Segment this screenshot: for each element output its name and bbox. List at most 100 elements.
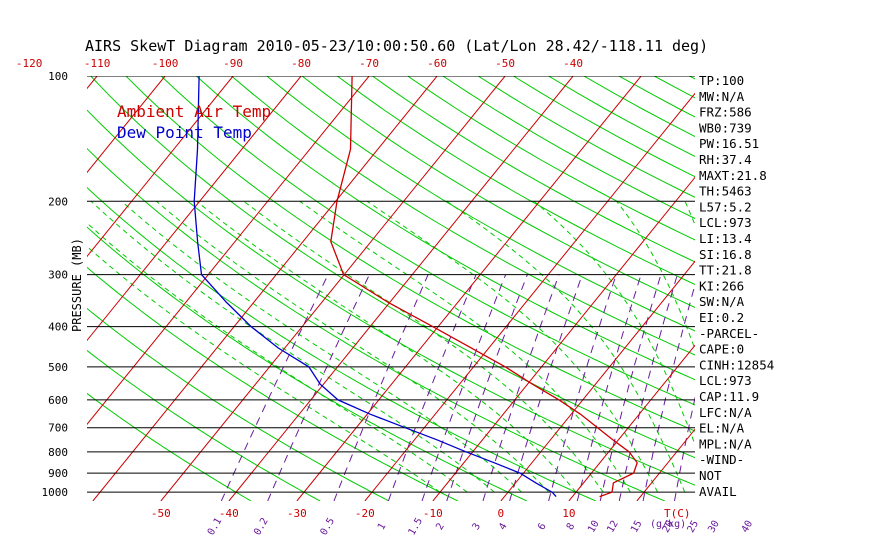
dry-adiabat-line [231, 76, 695, 356]
isotherm-line [92, 76, 438, 501]
stat-item: PW:16.51 [699, 136, 759, 151]
stat-item: TT:21.8 [699, 263, 752, 278]
mixing-ratio-tick-label: 15 [629, 519, 645, 535]
stat-item: EI:0.2 [699, 310, 744, 325]
moist-adiabat-line [299, 200, 631, 493]
y-axis-label: PRESSURE (MB) [70, 238, 84, 332]
isotherm-line [500, 260, 695, 501]
mixing-ratio-line [446, 274, 528, 501]
stat-item: WB0:739 [699, 120, 752, 135]
dry-adiabat-line [336, 76, 695, 285]
stat-item: L57:5.2 [699, 199, 752, 214]
stat-item: LI:13.4 [699, 231, 752, 246]
top-temp-tick-label: -120 [16, 57, 43, 70]
stat-item: MW:N/A [699, 89, 745, 104]
bottom-temp-ticks: -50 -40 -30 -20 -10 0 10 T(C) [151, 507, 691, 520]
stat-item: TP:100 [699, 73, 744, 88]
mixing-ratio-tick-label: 30 [706, 519, 722, 535]
dry-adiabat-line [795, 76, 870, 501]
bottom-temp-tick-label: -50 [151, 507, 171, 520]
stat-item: LCL:973 [699, 373, 752, 388]
pressure-tick-label: 1000 [42, 486, 69, 499]
top-temp-tick-label: -60 [427, 57, 447, 70]
stat-item: FRZ:586 [699, 105, 752, 120]
dry-adiabat-line [160, 76, 695, 406]
moist-adiabat-line [366, 200, 659, 493]
mixing-ratio-tick-label: 3 [471, 521, 484, 532]
dry-adiabat-line [87, 147, 665, 501]
dry-adiabat-line [87, 307, 390, 501]
dry-adiabat-line [87, 109, 695, 486]
stat-item: SW:N/A [699, 294, 745, 309]
mixing-ratio-line [421, 274, 507, 501]
isotherm-line [364, 92, 695, 501]
top-temp-tick-label: -90 [223, 57, 243, 70]
stat-item: -WIND- [699, 452, 744, 467]
pressure-tick-label: 800 [48, 446, 68, 459]
moist-adiabats [87, 200, 695, 493]
dry-adiabat-line [760, 76, 870, 501]
isotherm-line [87, 76, 370, 426]
dry-adiabat-line [266, 76, 695, 332]
mixing-ratio-line [220, 274, 329, 501]
stat-item: EL:N/A [699, 421, 745, 436]
stat-item: -PARCEL- [699, 326, 759, 341]
pressure-tick-label: 100 [48, 70, 68, 83]
dry-adiabat-line [372, 76, 695, 263]
dry-adiabat-line [830, 76, 870, 501]
stat-item: RH:37.4 [699, 152, 752, 167]
moist-adiabat-line [90, 200, 495, 493]
stat-item: AVAIL [699, 484, 737, 499]
top-temp-tick-label: -100 [152, 57, 179, 70]
bottom-temp-tick-label: 10 [562, 507, 575, 520]
stability-indices-panel: TP:100MW:N/AFRZ:586WB0:739PW:16.51RH:37.… [699, 73, 774, 499]
bottom-temp-tick-label: -40 [219, 507, 239, 520]
mixing-ratio-line [509, 274, 583, 501]
pressure-ticks: 100 200 300 400 500 600 700 800 900 1000 [42, 70, 69, 499]
isotherm-line [87, 76, 302, 342]
mixing-ratio-line [548, 274, 617, 501]
isotherm-line [773, 76, 870, 501]
mixing-ratio-line [576, 274, 642, 501]
pressure-tick-label: 500 [48, 361, 68, 374]
isotherm-line [87, 76, 166, 174]
mixing-ratio-tick-label: 4 [497, 521, 510, 532]
mixing-ratio-tick-label: 20 [661, 519, 677, 535]
top-temp-tick-label: -70 [359, 57, 379, 70]
top-temp-tick-label: -80 [291, 57, 311, 70]
mixing-ratio-tick-label: 0.5 [319, 516, 338, 537]
mixing-ratio-line [482, 274, 560, 501]
moist-adiabat-line [156, 200, 550, 493]
isotherm-line [432, 176, 695, 501]
legend-dew-point-temp: Dew Point Temp [117, 123, 252, 142]
pressure-tick-label: 900 [48, 467, 68, 480]
top-temp-tick-label: -50 [495, 57, 515, 70]
mixing-ratio-line [599, 274, 662, 501]
mixing-ratio-tick-label: 0.2 [252, 516, 271, 537]
isotherm-line [296, 76, 642, 501]
dry-adiabat-line [195, 76, 695, 381]
dry-adiabat-line [513, 76, 695, 178]
mixing-ratio-line [754, 275, 793, 501]
dry-adiabat-line [407, 76, 695, 241]
mixing-ratio-tick-label: 8 [565, 521, 578, 532]
stat-item: MAXT:21.8 [699, 168, 767, 183]
isotherm-line [87, 76, 234, 258]
mixing-ratio-tick-label: 10 [586, 519, 602, 535]
mixing-ratio-line [333, 274, 429, 501]
sounding-series [193, 76, 638, 498]
pressure-tick-label: 600 [48, 394, 68, 407]
bottom-temp-tick-label: -10 [423, 507, 443, 520]
chart-title: AIRS SkewT Diagram 2010-05-23/10:00:50.6… [85, 37, 708, 55]
legend-ambient-air-temp: Ambient Air Temp [117, 102, 271, 121]
mixing-ratio-tick-label: 1 [376, 521, 389, 532]
isotherm-line [636, 428, 695, 501]
bottom-temp-tick-label: -30 [287, 507, 307, 520]
stat-item: SI:16.8 [699, 247, 752, 262]
mixing-ratio-tick-label: 2 [434, 521, 447, 532]
pressure-tick-label: 300 [48, 269, 68, 282]
isobars [87, 76, 695, 493]
dry-adiabat-line [301, 76, 695, 308]
isotherms [87, 76, 870, 501]
